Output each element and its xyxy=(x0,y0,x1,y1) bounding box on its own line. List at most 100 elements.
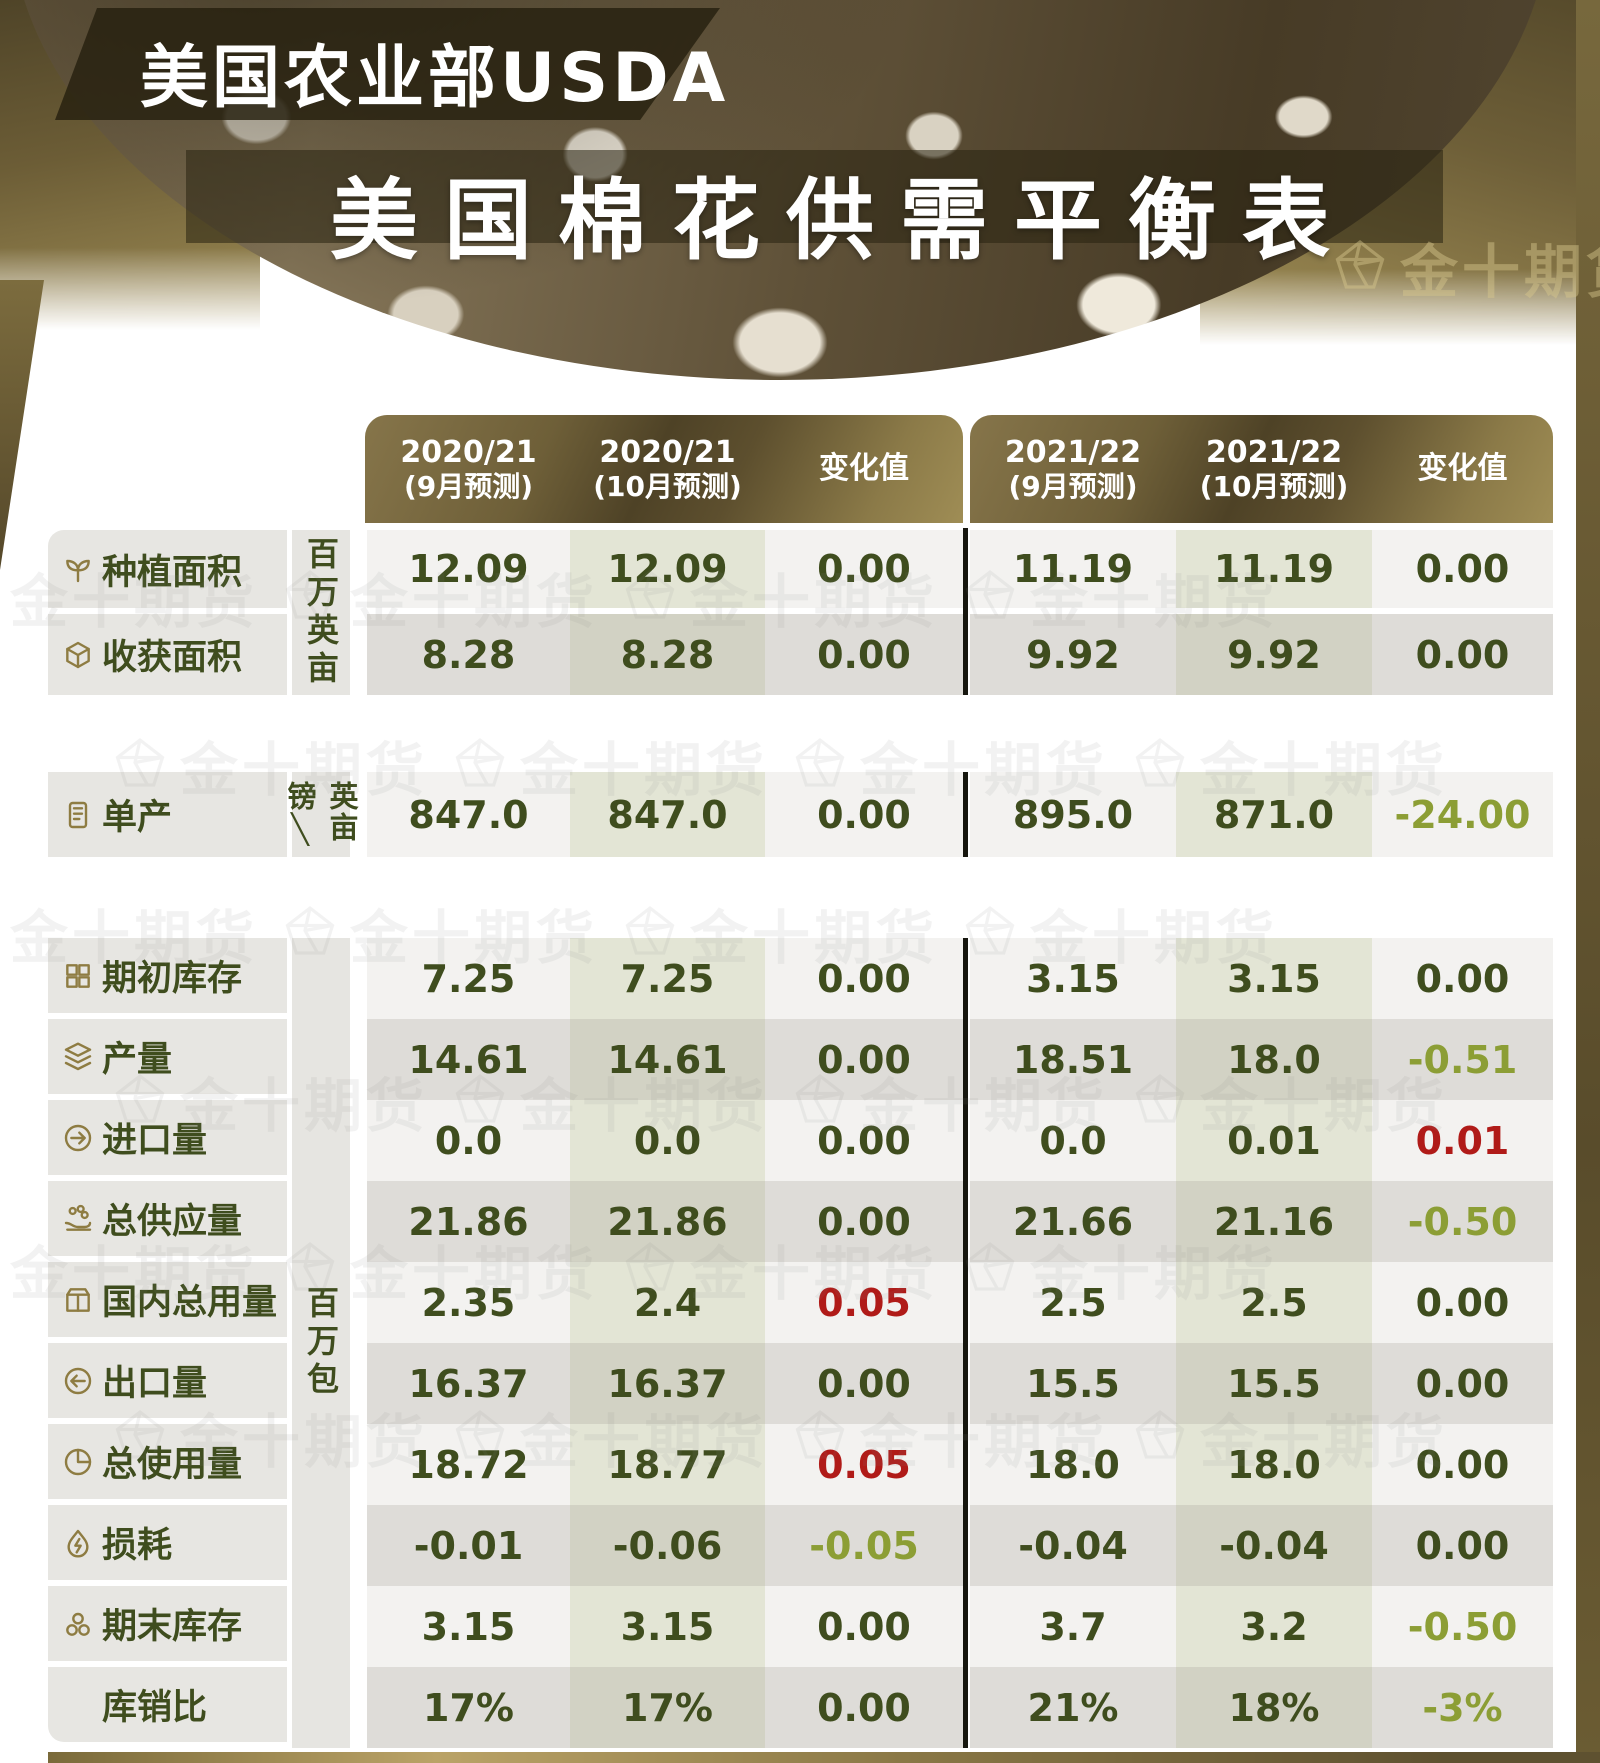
column-header-line2: (9月预测) xyxy=(403,470,534,504)
cell-value: 15.5 xyxy=(1227,1361,1321,1406)
column-header-2021-22-oct: 2021/22 (10月预测) xyxy=(1176,415,1372,523)
unit-label: 百万包 xyxy=(302,1286,340,1400)
cell-value: 17% xyxy=(423,1685,514,1730)
value-cell: 0.00 xyxy=(765,1667,963,1748)
value-cell: 3.15 xyxy=(570,1586,765,1667)
value-cell: 0.00 xyxy=(765,772,963,857)
value-cell: 0.00 xyxy=(765,1100,963,1181)
value-cell: 0.00 xyxy=(1372,1424,1553,1505)
cell-value: 8.28 xyxy=(421,632,516,677)
value-cell: 18.72 xyxy=(367,1424,570,1505)
cell-value: 847.0 xyxy=(408,792,529,837)
domestic-use-icon xyxy=(62,1284,94,1316)
cell-value: 0.00 xyxy=(817,1685,911,1730)
main-title-band xyxy=(186,150,1443,243)
cell-value: -3% xyxy=(1422,1685,1503,1730)
value-cell: 18.51 xyxy=(970,1019,1176,1100)
value-cell: 9.92 xyxy=(970,614,1176,695)
column-divider xyxy=(963,528,968,695)
cell-value: 3.2 xyxy=(1240,1604,1308,1649)
value-cell: 3.15 xyxy=(1176,938,1372,1019)
value-cell: 0.00 xyxy=(1372,614,1553,695)
agency-banner: 美国农业部USDA xyxy=(140,39,730,118)
column-header-2020-21-oct: 2020/21 (10月预测) xyxy=(570,415,765,523)
row-label-chip: 期初库存 xyxy=(48,938,287,1013)
value-cell: 847.0 xyxy=(570,772,765,857)
value-cell: 15.5 xyxy=(1176,1343,1372,1424)
cell-value: 2.35 xyxy=(421,1280,516,1325)
column-header-line1: 2020/21 xyxy=(599,434,736,470)
row-label: 期末库存 xyxy=(102,1607,243,1647)
cell-value: 18.72 xyxy=(408,1442,529,1487)
value-cell: 871.0 xyxy=(1176,772,1372,857)
value-cell: 21% xyxy=(970,1667,1176,1748)
cell-value: -0.06 xyxy=(612,1523,723,1568)
column-header-change-2: 变化值 xyxy=(1372,415,1553,523)
header-panel-2020-21 xyxy=(365,415,963,523)
row-label-chip: 损耗 xyxy=(48,1505,287,1580)
imports-icon xyxy=(62,1122,94,1154)
value-cell: 3.2 xyxy=(1176,1586,1372,1667)
cell-value: 15.5 xyxy=(1026,1361,1120,1406)
cell-value: 0.00 xyxy=(1415,1361,1510,1406)
value-cell: 17% xyxy=(367,1667,570,1748)
cell-value: 2.4 xyxy=(633,1280,702,1325)
cell-value: 9.92 xyxy=(1227,632,1321,677)
row-label: 国内总用量 xyxy=(102,1283,278,1323)
value-cell: 18.77 xyxy=(570,1424,765,1505)
value-cell: -0.50 xyxy=(1372,1586,1553,1667)
total-supply-icon xyxy=(62,1203,94,1235)
cell-value: 3.15 xyxy=(421,1604,516,1649)
value-cell: 8.28 xyxy=(570,614,765,695)
cell-value: 0.00 xyxy=(1415,632,1510,677)
cell-value: 0.00 xyxy=(1415,547,1510,591)
value-cell: 14.61 xyxy=(570,1019,765,1100)
value-cell: 0.00 xyxy=(765,1019,963,1100)
value-cell: 0.0 xyxy=(367,1100,570,1181)
cell-value: 14.61 xyxy=(408,1037,529,1082)
value-cell: 3.15 xyxy=(367,1586,570,1667)
column-header-change-1: 变化值 xyxy=(765,415,963,523)
cell-value: 21.16 xyxy=(1213,1199,1335,1244)
ending-stocks-icon xyxy=(62,1608,94,1640)
value-cell: 0.00 xyxy=(1372,1505,1553,1586)
value-cell: 0.00 xyxy=(765,1181,963,1262)
value-cell: 12.09 xyxy=(367,530,570,608)
cell-value: 0.00 xyxy=(817,1118,911,1163)
no-icon xyxy=(62,1689,94,1721)
value-cell: 17% xyxy=(570,1667,765,1748)
row-label: 产量 xyxy=(102,1040,173,1080)
value-cell: 0.00 xyxy=(1372,530,1553,608)
cell-value: 2.5 xyxy=(1039,1280,1107,1325)
cell-value: 2.5 xyxy=(1240,1280,1308,1325)
cell-value: 18.0 xyxy=(1227,1037,1321,1082)
value-cell: 14.61 xyxy=(367,1019,570,1100)
unit-label: 百万英亩 xyxy=(302,536,340,689)
row-label: 库销比 xyxy=(102,1688,208,1728)
total-use-icon xyxy=(62,1446,94,1478)
header-panel-2021-22 xyxy=(970,415,1553,523)
cell-value: -24.00 xyxy=(1394,792,1531,837)
cell-value: 18.51 xyxy=(1012,1037,1134,1082)
column-divider xyxy=(963,938,968,1748)
cell-value: 0.00 xyxy=(817,956,911,1001)
cell-value: -0.50 xyxy=(1407,1604,1518,1649)
row-label-chip: 产量 xyxy=(48,1019,287,1094)
cell-value: 16.37 xyxy=(408,1361,529,1406)
value-cell: 7.25 xyxy=(367,938,570,1019)
harvest-icon xyxy=(62,639,94,671)
row-label-chip: 国内总用量 xyxy=(48,1262,287,1337)
cell-value: -0.01 xyxy=(413,1523,524,1568)
footer-bar xyxy=(48,1752,1600,1763)
cell-value: 8.28 xyxy=(620,632,715,677)
value-cell: -24.00 xyxy=(1372,772,1553,857)
row-label: 总供应量 xyxy=(102,1202,243,1242)
row-label-chip: 库销比 xyxy=(48,1667,287,1742)
cell-value: 895.0 xyxy=(1012,792,1134,837)
value-cell: 21.86 xyxy=(570,1181,765,1262)
cell-value: 871.0 xyxy=(1213,792,1335,837)
page-title: 美国棉花供需平衡表 xyxy=(330,169,1357,272)
production-icon xyxy=(62,1041,94,1073)
row-label: 期初库存 xyxy=(102,959,243,999)
value-cell: 0.00 xyxy=(765,938,963,1019)
